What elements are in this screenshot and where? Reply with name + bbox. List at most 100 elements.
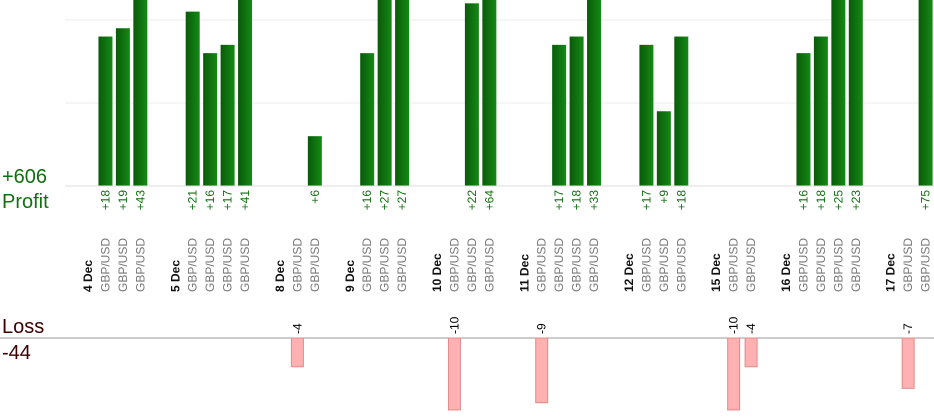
value-label: +16 (360, 190, 374, 211)
value-label: +17 (552, 190, 566, 211)
pair-label: GBP/USD (465, 238, 479, 292)
profit-bar (464, 3, 479, 187)
value-label: +17 (639, 190, 653, 211)
pair-label: GBP/USD (744, 238, 758, 292)
value-label: +18 (98, 190, 112, 211)
value-label: +75 (919, 190, 933, 211)
pair-label: GBP/USD (657, 238, 671, 292)
profit-bar (796, 53, 811, 187)
loss-bar (744, 337, 758, 368)
profit-bar (848, 0, 863, 187)
value-label: +18 (814, 190, 828, 211)
profit-bar (203, 53, 218, 187)
profit-bar (569, 36, 584, 187)
pair-label: GBP/USD (482, 238, 496, 292)
profit-bar (552, 44, 567, 186)
profit-bar (639, 44, 654, 186)
profit-bar (395, 0, 410, 186)
date-label: 10 Dec (430, 253, 444, 292)
value-label: -4 (290, 323, 304, 334)
date-label: 9 Dec (343, 260, 357, 292)
value-label: +6 (308, 190, 322, 204)
value-label: +19 (116, 190, 130, 211)
date-label: 17 Dec (884, 253, 898, 292)
pair-label: GBP/USD (674, 238, 688, 292)
profit-bar (587, 0, 602, 186)
loss-bar (535, 337, 549, 404)
pair-label: GBP/USD (587, 238, 601, 292)
profit-bar (656, 111, 671, 186)
pair-label: GBP/USD (116, 238, 130, 292)
profit-bar (115, 28, 130, 186)
profit-bar (185, 11, 200, 186)
pair-label: GBP/USD (290, 238, 304, 292)
value-label: +27 (395, 190, 409, 211)
pair-label: GBP/USD (395, 238, 409, 292)
date-label: 4 Dec (81, 260, 95, 292)
pair-label: GBP/USD (814, 238, 828, 292)
value-label: +18 (674, 190, 688, 211)
pair-label: GBP/USD (639, 238, 653, 292)
date-label: 8 Dec (273, 260, 287, 292)
value-label: +16 (203, 190, 217, 211)
pair-label: GBP/USD (98, 238, 112, 292)
profit-bar (133, 0, 148, 186)
value-label: +22 (465, 190, 479, 211)
value-label: +9 (657, 190, 671, 204)
pair-label: GBP/USD (796, 238, 810, 292)
profit-bar (674, 36, 689, 187)
pair-label: GBP/USD (221, 238, 235, 292)
loss-bar (727, 337, 741, 411)
value-label: -4 (744, 323, 758, 334)
value-label: +41 (238, 190, 252, 211)
loss-bar (901, 337, 915, 389)
profit-bar (220, 44, 235, 186)
date-label: 11 Dec (517, 254, 531, 292)
pair-label: GBP/USD (133, 238, 147, 292)
loss-label: Loss (2, 316, 44, 338)
pair-label: GBP/USD (901, 238, 915, 292)
value-label: +21 (186, 190, 200, 211)
value-label: +25 (831, 190, 845, 211)
value-label: -10 (727, 316, 741, 334)
pair-label: GBP/USD (849, 238, 863, 292)
loss-bar (447, 337, 461, 411)
profit-bar (238, 0, 253, 187)
loss-total: -44 (2, 342, 31, 364)
date-label: 16 Dec (779, 253, 793, 292)
profit-label: Profit (2, 191, 49, 213)
value-label: -7 (901, 323, 915, 334)
value-label: +16 (796, 190, 810, 211)
date-label: 12 Dec (622, 253, 636, 292)
pair-label: GBP/USD (727, 238, 741, 292)
value-label: +33 (587, 190, 601, 211)
value-label: +23 (849, 190, 863, 211)
profit-bar (360, 53, 375, 187)
profit-total: +606 (2, 166, 47, 188)
profit-bar (831, 0, 846, 186)
value-label: +17 (221, 190, 235, 211)
date-label: 5 Dec (168, 260, 182, 292)
profit-bar (813, 36, 828, 187)
pair-label: GBP/USD (360, 238, 374, 292)
profit-bar (482, 0, 497, 187)
pair-label: GBP/USD (447, 238, 461, 292)
pair-label: GBP/USD (552, 238, 566, 292)
loss-bar (290, 337, 304, 368)
pair-label: GBP/USD (831, 238, 845, 292)
pair-label: GBP/USD (308, 238, 322, 292)
pair-label: GBP/USD (203, 238, 217, 292)
pair-label: GBP/USD (186, 238, 200, 292)
profit-bar (307, 136, 322, 186)
value-label: +18 (570, 190, 584, 211)
profit-bar (377, 0, 392, 186)
value-label: +27 (378, 190, 392, 211)
pair-label: GBP/USD (535, 238, 549, 292)
pair-label: GBP/USD (570, 238, 584, 292)
pair-label: GBP/USD (378, 238, 392, 292)
pair-label: GBP/USD (238, 238, 252, 292)
value-label: -9 (535, 323, 549, 334)
pair-label: GBP/USD (919, 238, 933, 292)
value-label: +64 (482, 190, 496, 211)
